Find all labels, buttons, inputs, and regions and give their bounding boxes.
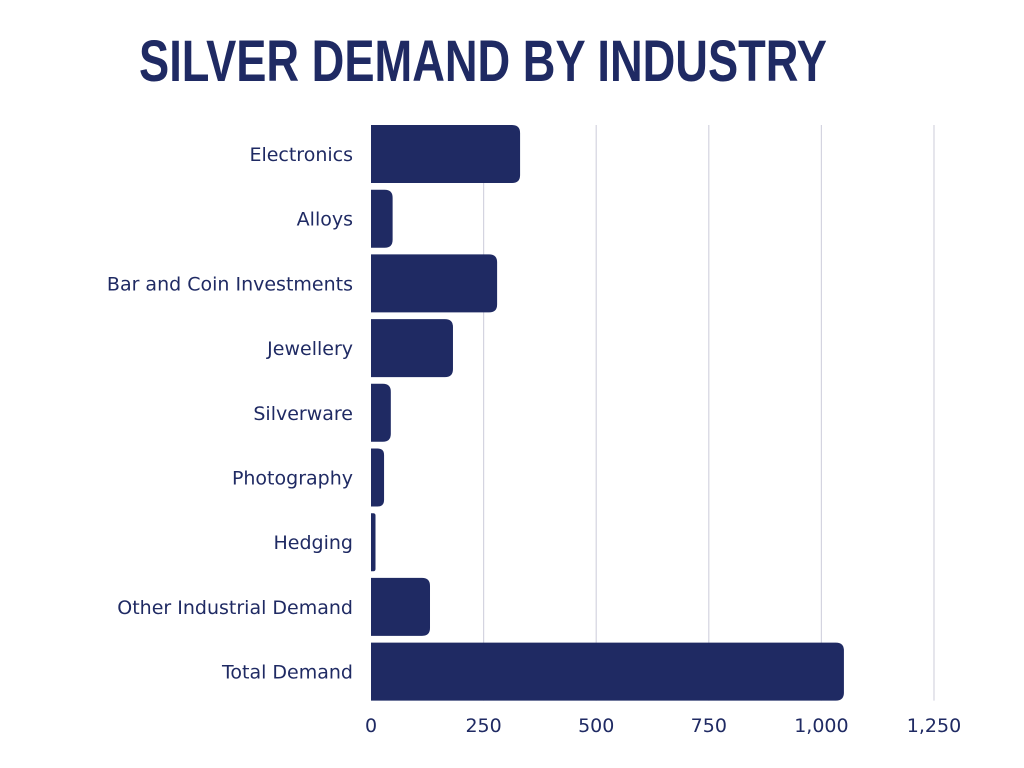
x-tick-label: 750: [691, 715, 727, 737]
chart-title: SILVER DEMAND BY INDUSTRY: [139, 29, 827, 94]
bar-electronics: [371, 125, 521, 183]
x-tick-label: 0: [365, 715, 377, 737]
category-label: Photography: [232, 468, 353, 490]
bar-alloys: [371, 189, 393, 248]
bar-silverware: [371, 383, 391, 442]
category-label: Other Industrial Demand: [117, 597, 353, 619]
bar-photography: [371, 448, 385, 507]
x-tick-label: 1,000: [794, 715, 848, 737]
category-label: Electronics: [249, 144, 353, 166]
category-label: Bar and Coin Investments: [107, 273, 353, 295]
bar-bar-and-coin-investments: [371, 254, 498, 313]
x-tick-label: 1,250: [907, 715, 961, 737]
category-label: Hedging: [274, 532, 353, 554]
x-tick-label: 500: [578, 715, 614, 737]
category-label: Total Demand: [221, 662, 353, 684]
bar-other-industrial-demand: [371, 577, 431, 636]
x-tick-label: 250: [465, 715, 501, 737]
category-label: Alloys: [297, 209, 353, 231]
bar-hedging: [371, 513, 376, 572]
category-label: Jewellery: [266, 338, 353, 360]
bar-jewellery: [371, 319, 453, 378]
category-label: Silverware: [253, 403, 353, 425]
bar-total-demand: [371, 642, 844, 701]
